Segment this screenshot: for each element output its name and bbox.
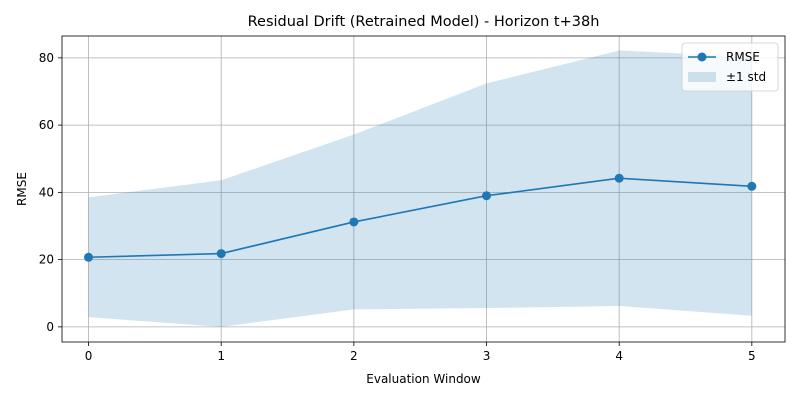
- rmse-point-4: [614, 173, 624, 183]
- y-tick-label-3: 60: [39, 118, 54, 132]
- y-tick-label-0: 0: [46, 320, 54, 334]
- legend: RMSE ±1 std: [681, 42, 779, 92]
- legend-rmse-marker: [697, 52, 707, 62]
- std-band-layer: [88, 50, 752, 327]
- y-axis-ticks: 0 20 40 60 80: [39, 51, 62, 334]
- rmse-point-5: [747, 181, 757, 191]
- y-tick-label-4: 80: [39, 51, 54, 65]
- rmse-marker-layer: [84, 173, 757, 262]
- x-tick-label-2: 2: [350, 349, 358, 363]
- rmse-point-2: [349, 217, 359, 227]
- legend-rmse-label: RMSE: [726, 50, 760, 64]
- std-band: [88, 50, 752, 327]
- rmse-point-3: [482, 191, 492, 201]
- x-tick-label-1: 1: [217, 349, 225, 363]
- x-axis-title: Evaluation Window: [366, 372, 481, 386]
- y-tick-label-2: 40: [39, 185, 54, 199]
- plot-frame: [61, 35, 786, 343]
- rmse-point-1: [216, 249, 226, 259]
- rmse-line-layer: [88, 177, 752, 259]
- y-tick-label-1: 20: [39, 253, 54, 267]
- rmse-line: [88, 177, 752, 259]
- x-tick-label-5: 5: [748, 349, 756, 363]
- chart-title: Residual Drift (Retrained Model) - Horiz…: [248, 14, 600, 30]
- x-tick-label-0: 0: [85, 349, 93, 363]
- x-tick-label-3: 3: [483, 349, 491, 363]
- x-tick-label-4: 4: [615, 349, 623, 363]
- legend-band-swatch: [688, 72, 716, 82]
- x-axis-ticks: 0 1 2 3 4 5: [85, 342, 756, 363]
- rmse-point-0: [84, 252, 94, 262]
- y-axis-title: RMSE: [15, 172, 29, 206]
- legend-band-label: ±1 std: [726, 70, 766, 84]
